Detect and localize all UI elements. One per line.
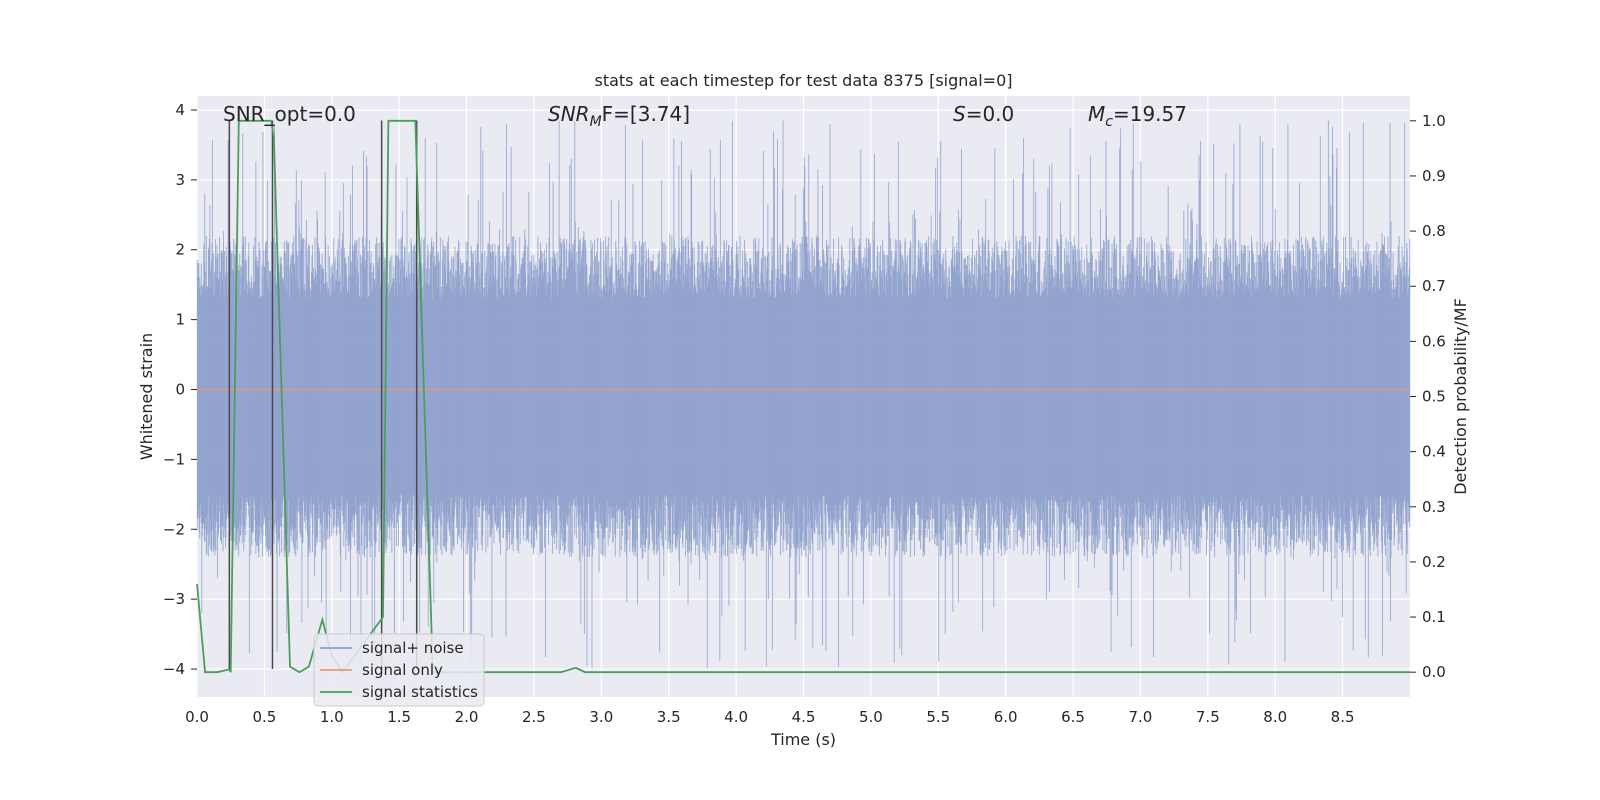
x-tick-label: 6.5 [1061, 708, 1085, 726]
mc-annotation: Mc=19.57 [1088, 102, 1187, 130]
x-tick-label: 7.5 [1196, 708, 1220, 726]
s-annotation: S=0.0 [953, 102, 1014, 126]
x-tick-label: 3.0 [589, 708, 613, 726]
y-right-tick-label: 0.6 [1422, 332, 1446, 350]
y-right-tick-label: 0.3 [1422, 498, 1446, 516]
snr-opt-annotation: SNR_opt=0.0 [223, 102, 356, 126]
legend-label-signal-only: signal only [362, 661, 443, 679]
legend-label-signal-statistics: signal statistics [362, 683, 478, 701]
x-tick-label: 4.5 [792, 708, 816, 726]
y-tick-label: 1 [175, 311, 185, 329]
y-right-tick-label: 0.1 [1422, 608, 1446, 626]
x-tick-label: 2.5 [522, 708, 546, 726]
x-tick-label: 6.0 [994, 708, 1018, 726]
y-tick-label: 0 [175, 381, 185, 399]
y-right-tick-label: 0.8 [1422, 222, 1446, 240]
y-right-tick-label: 0.7 [1422, 277, 1446, 295]
y-tick-label: −4 [163, 660, 185, 678]
x-tick-label: 4.0 [724, 708, 748, 726]
x-tick-label: 8.0 [1263, 708, 1287, 726]
y-right-tick-label: 0.9 [1422, 167, 1446, 185]
legend-box [313, 633, 485, 707]
x-tick-label: 1.0 [320, 708, 344, 726]
x-axis-label: Time (s) [770, 730, 836, 749]
mc-sub: c [1105, 114, 1113, 130]
y-tick-label: −3 [163, 590, 185, 608]
x-tick-label: 0.0 [185, 708, 209, 726]
snr-mf-annotation: SNRMF=[3.74] [548, 102, 690, 130]
x-tick-label: 5.0 [859, 708, 883, 726]
x-tick-label: 5.5 [926, 708, 950, 726]
x-tick-label: 2.0 [455, 708, 479, 726]
legend: signal+ noise signal only signal statist… [313, 633, 485, 707]
snr-mf-main: SNR [548, 102, 590, 126]
s-rest: =0.0 [966, 102, 1015, 126]
x-tick-label: 8.5 [1331, 708, 1355, 726]
chart-title: stats at each timestep for test data 837… [594, 71, 1012, 90]
y-right-tick-label: 0.2 [1422, 553, 1446, 571]
signal-noise-series [196, 120, 1411, 669]
y-right-tick-label: 1.0 [1422, 112, 1446, 130]
s-main: S [953, 102, 966, 126]
axis-ticks: 0.0 0.5 1.0 1.5 2.0 2.5 3.0 3.5 4.0 4.5 5.0 5.5 6.0 6… [163, 101, 1446, 726]
y-right-tick-label: 0.0 [1422, 663, 1446, 681]
vertical-markers [228, 120, 418, 670]
y-axis-right-label: Detection probability/MF [1451, 298, 1470, 495]
x-tick-label: 1.5 [387, 708, 411, 726]
x-tick-label: 7.0 [1129, 708, 1153, 726]
y-tick-label: 2 [175, 241, 185, 259]
x-tick-label: 3.5 [657, 708, 681, 726]
legend-label-signal-noise: signal+ noise [362, 639, 464, 657]
x-tick-label: 0.5 [252, 708, 276, 726]
mc-rest: =19.57 [1113, 102, 1187, 126]
y-right-tick-label: 0.5 [1422, 388, 1446, 406]
y-tick-label: 4 [175, 101, 185, 119]
y-tick-label: 3 [175, 171, 185, 189]
snr-mf-sub: M [590, 114, 602, 130]
y-tick-label: −1 [163, 450, 185, 468]
mc-main: M [1088, 102, 1105, 126]
y-axis-label: Whitened strain [137, 333, 156, 460]
y-right-tick-label: 0.4 [1422, 443, 1446, 461]
snr-mf-rest: F=[3.74] [602, 102, 690, 126]
y-tick-label: −2 [163, 520, 185, 538]
